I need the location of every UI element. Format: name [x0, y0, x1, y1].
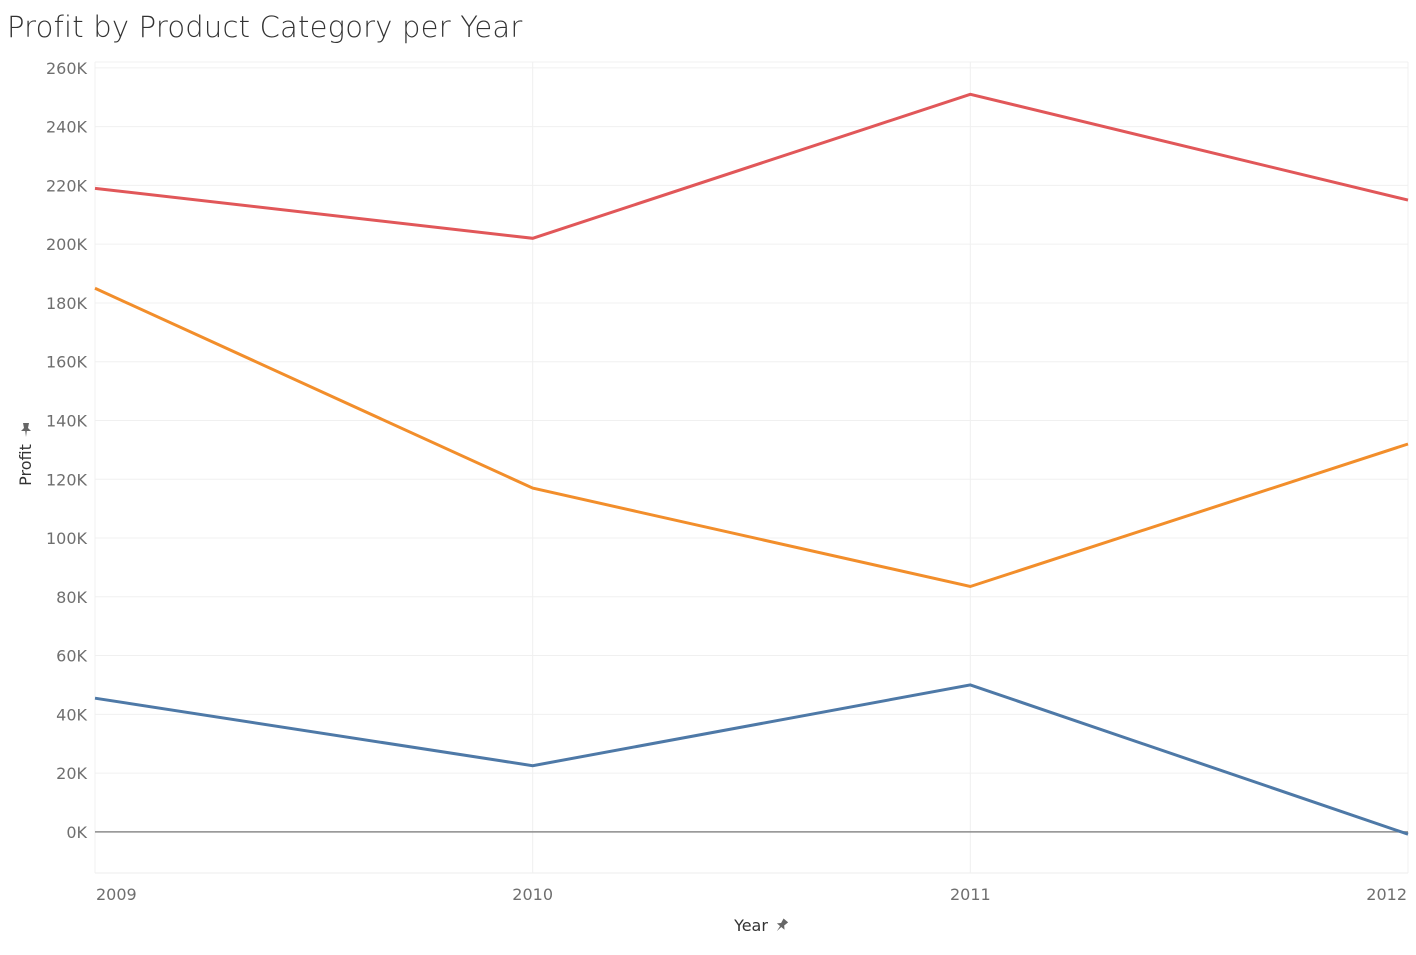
y-tick-label: 180K — [46, 294, 88, 313]
data-point-series-1[interactable] — [965, 89, 975, 99]
x-tick-label[interactable]: 2012 — [1366, 885, 1407, 904]
data-point-series-2[interactable] — [965, 582, 975, 592]
y-tick-label: 140K — [46, 411, 88, 430]
x-tick-label[interactable]: 2009 — [96, 885, 137, 904]
x-axis-title-group[interactable]: Year — [733, 916, 790, 935]
x-axis-title: Year — [733, 916, 768, 935]
data-point-series-3[interactable] — [1403, 829, 1413, 839]
data-point-series-2[interactable] — [528, 483, 538, 493]
series-lines — [90, 89, 1413, 839]
y-tick-label: 60K — [56, 647, 87, 666]
data-point-series-2[interactable] — [90, 283, 100, 293]
data-point-series-3[interactable] — [965, 680, 975, 690]
y-tick-label: 220K — [46, 176, 88, 195]
series-line-2[interactable] — [94, 286, 1409, 589]
y-tick-label: 240K — [46, 118, 88, 137]
y-tick-label: 80K — [56, 588, 87, 607]
y-tick-label: 120K — [46, 470, 88, 489]
data-point-series-3[interactable] — [528, 761, 538, 771]
grid-lines — [94, 61, 1409, 874]
y-tick-label: 0K — [66, 823, 87, 842]
y-tick-label: 100K — [46, 529, 88, 548]
y-axis-title-group[interactable]: Profit — [16, 423, 35, 486]
x-axis-ticks: 2009 2010 2011 2012 — [96, 885, 1407, 904]
y-tick-label: 200K — [46, 235, 88, 254]
x-tick-label[interactable]: 2010 — [512, 885, 553, 904]
pin-icon[interactable] — [21, 423, 31, 437]
data-point-series-2[interactable] — [1403, 439, 1413, 449]
data-point-series-1[interactable] — [1403, 195, 1413, 205]
y-axis-ticks: 0K 20K 40K 60K 80K 100K 120K 140K 160K 180K 200K 22… — [46, 59, 88, 842]
y-tick-label: 40K — [56, 705, 87, 724]
series-line-3[interactable] — [94, 683, 1409, 836]
chart-title: Profit by Product Category per Year — [7, 10, 523, 44]
y-axis-title: Profit — [16, 444, 35, 486]
y-tick-label: 160K — [46, 353, 88, 372]
x-tick-label[interactable]: 2011 — [950, 885, 991, 904]
data-point-series-1[interactable] — [528, 233, 538, 243]
pin-icon[interactable] — [773, 917, 790, 934]
y-tick-label: 260K — [46, 59, 88, 78]
y-tick-label: 20K — [56, 764, 87, 783]
data-point-series-3[interactable] — [90, 693, 100, 703]
series-line-1[interactable] — [94, 92, 1409, 240]
data-point-series-1[interactable] — [90, 183, 100, 193]
